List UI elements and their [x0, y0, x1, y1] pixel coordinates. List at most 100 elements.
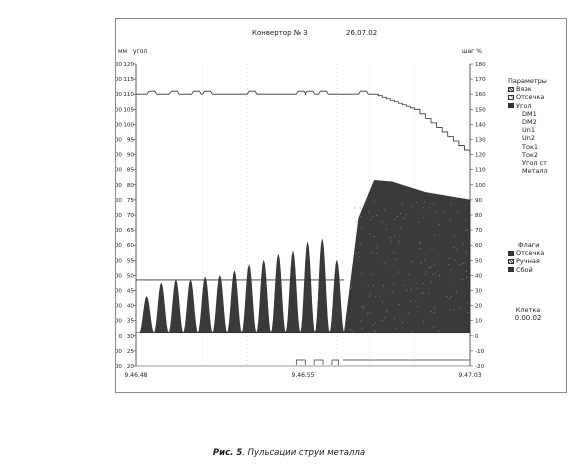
parameter-item: Угол ст	[508, 159, 548, 167]
area-texture-dot	[458, 212, 459, 213]
area-texture-dot	[431, 282, 432, 283]
area-texture-dot	[369, 312, 370, 313]
area-texture-dot	[465, 251, 466, 252]
area-texture-dot	[399, 304, 400, 305]
area-texture-dot	[361, 273, 362, 274]
x-tick-label: 9.47.03	[459, 372, 482, 379]
area-texture-dot	[456, 292, 457, 293]
area-texture-dot	[433, 327, 434, 328]
area-texture-dot	[377, 245, 378, 246]
plot-area	[136, 91, 470, 365]
y-tick-label-mm: 700	[116, 228, 122, 234]
area-texture-dot	[448, 264, 449, 265]
area-texture-dot	[449, 298, 450, 299]
left-axis-unit-mm: мм	[118, 48, 127, 55]
area-texture-dot	[402, 322, 403, 323]
y-tick-label-mm: -200	[116, 364, 122, 370]
y-right-tick-label: 30	[475, 289, 483, 295]
area-texture-dot	[410, 301, 411, 302]
area-texture-dot	[421, 263, 422, 264]
area-texture-dot	[394, 318, 395, 319]
area-texture-dot	[360, 208, 361, 209]
area-texture-dot	[390, 237, 391, 238]
area-texture-dot	[416, 283, 417, 284]
area-texture-dot	[368, 286, 369, 287]
parameter-label: Отсечка	[516, 93, 544, 101]
area-texture-dot	[467, 312, 468, 313]
y-tick-label-mm: 0	[118, 334, 122, 340]
area-texture-dot	[395, 328, 396, 329]
parameter-item: Un1	[508, 126, 548, 134]
figure-caption: Рис. 5. Пульсации струи металла	[0, 448, 578, 458]
area-texture-dot	[394, 235, 395, 236]
area-texture-dot	[373, 201, 374, 202]
area-texture-dot	[466, 277, 467, 278]
flag-item: Отсечка	[508, 249, 544, 257]
area-texture-dot	[372, 274, 373, 275]
area-texture-dot	[463, 263, 464, 264]
y-tick-label-mm: 800	[116, 213, 122, 219]
area-texture-dot	[375, 322, 376, 323]
area-texture-dot	[429, 267, 430, 268]
y-tick-label-angle: 40	[127, 304, 135, 310]
y-right-tick-label: 170	[475, 77, 486, 83]
area-texture-dot	[429, 293, 430, 294]
area-texture-dot	[397, 216, 398, 217]
y-tick-label-angle: 70	[127, 213, 135, 219]
area-texture-dot	[416, 202, 417, 203]
area-texture-dot	[423, 207, 424, 208]
area-texture-dot	[426, 272, 427, 273]
area-texture-dot	[395, 219, 396, 220]
area-texture-dot	[453, 236, 454, 237]
y-right-tick-label: 0	[475, 334, 479, 340]
y-right-tick-label: 130	[475, 138, 486, 144]
area-texture-dot	[361, 306, 362, 307]
y-right-tick-label: 180	[475, 62, 486, 68]
flags-list: Отсечка Ручная Сбой	[508, 249, 544, 274]
parameters-heading: Параметры	[508, 77, 548, 85]
area-texture-dot	[434, 312, 435, 313]
area-texture-dot	[408, 274, 409, 275]
y-right-tick-label: 40	[475, 273, 483, 279]
area-texture-dot	[374, 331, 375, 332]
area-texture-dot	[439, 331, 440, 332]
flag-pulse	[314, 360, 323, 365]
area-texture-dot	[451, 296, 452, 297]
area-texture-dot	[350, 329, 351, 330]
y-tick-label-mm: 1200	[116, 153, 122, 159]
converter-window: Конвертор № 3 26.07.02 мм угол шаг % -20…	[115, 18, 567, 393]
area-texture-dot	[369, 296, 370, 297]
area-texture-dot	[459, 307, 460, 308]
area-texture-dot	[434, 264, 435, 265]
y-tick-label-mm: 200	[116, 304, 122, 310]
area-texture-dot	[354, 207, 355, 208]
area-texture-dot	[453, 247, 454, 248]
y-tick-label-angle: 105	[123, 107, 134, 113]
y-tick-label-angle: 30	[127, 334, 135, 340]
parameter-label: Вязк	[516, 85, 532, 93]
area-texture-dot	[383, 285, 384, 286]
area-texture-dot	[384, 210, 385, 211]
y-right-tick-label: 90	[475, 198, 483, 204]
area-texture-dot	[418, 222, 419, 223]
area-texture-dot	[353, 331, 354, 332]
y-tick-label-angle: 60	[127, 243, 135, 249]
area-texture-dot	[423, 293, 424, 294]
area-texture-dot	[374, 330, 375, 331]
area-texture-dot	[439, 275, 440, 276]
area-texture-dot	[363, 308, 364, 309]
parameter-swatch	[508, 103, 514, 108]
y-tick-label-mm: 300	[116, 289, 122, 295]
flag-item: Сбой	[508, 266, 544, 274]
area-texture-dot	[417, 288, 418, 289]
area-texture-dot	[373, 216, 374, 217]
area-texture-dot	[360, 243, 361, 244]
y-tick-label-mm: 400	[116, 273, 122, 279]
area-texture-dot	[373, 285, 374, 286]
parameter-item: Ток2	[508, 151, 548, 159]
flag-swatch	[508, 251, 514, 256]
y-tick-label-angle: 55	[127, 258, 135, 264]
y-right-tick-label: 150	[475, 107, 486, 113]
area-texture-dot	[421, 293, 422, 294]
area-texture-dot	[362, 228, 363, 229]
